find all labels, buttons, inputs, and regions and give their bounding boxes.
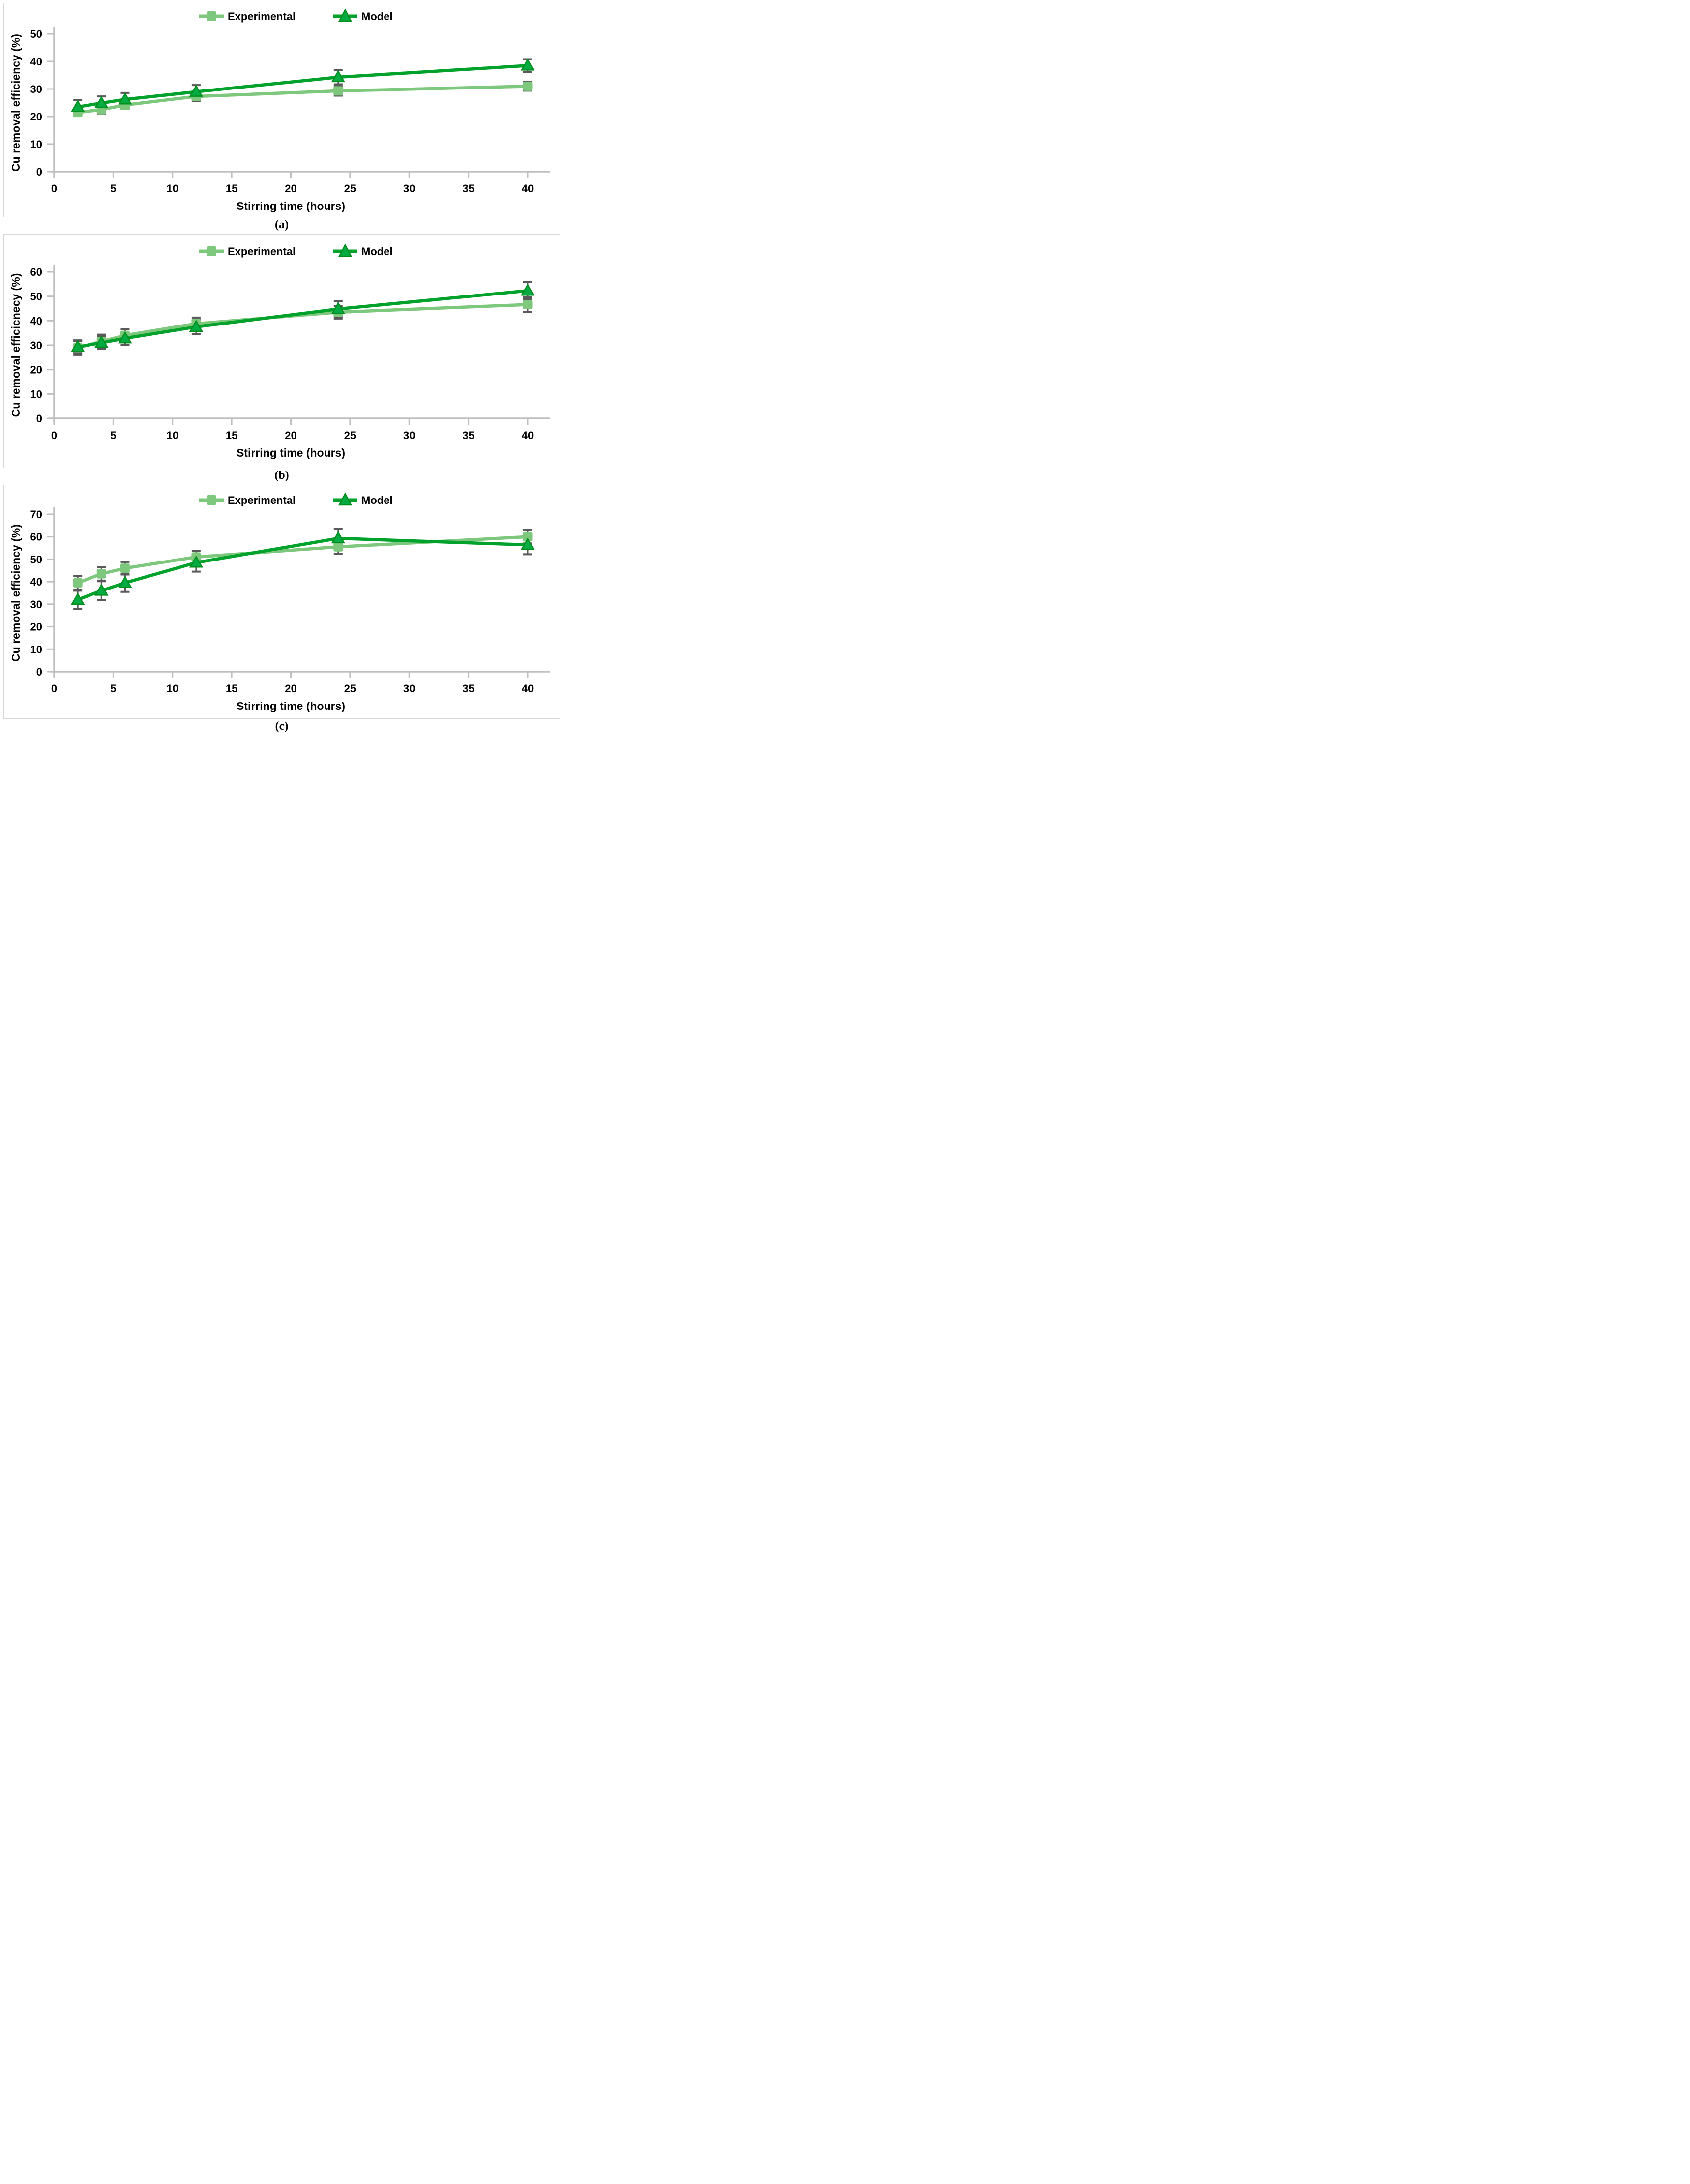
svg-text:30: 30 [30, 83, 42, 95]
panel-b: 0 10 20 30 40 50 60 0 5 10 15 20 25 30 35 40 Stirring ti… [3, 234, 560, 468]
svg-text:35: 35 [462, 182, 474, 195]
svg-text:10: 10 [167, 682, 178, 695]
svg-text:15: 15 [226, 682, 237, 695]
svg-text:0: 0 [51, 682, 57, 695]
svg-text:Stirring time (hours): Stirring time (hours) [237, 700, 345, 712]
caption-a: (a) [275, 218, 289, 231]
svg-text:50: 50 [30, 553, 42, 565]
svg-text:40: 40 [30, 315, 42, 327]
svg-text:40: 40 [522, 682, 534, 695]
svg-text:Experimental: Experimental [228, 494, 296, 506]
svg-text:30: 30 [403, 182, 415, 195]
svg-text:35: 35 [462, 429, 474, 442]
caption-b: (b) [274, 469, 289, 482]
svg-text:Cu removal efficiency (%): Cu removal efficiency (%) [9, 34, 22, 172]
svg-text:40: 40 [30, 576, 42, 588]
panel-a: 0 10 20 30 40 50 0 5 10 15 20 25 30 35 40 Stirring time… [3, 3, 560, 217]
svg-text:Experimental: Experimental [228, 10, 296, 23]
svg-text:70: 70 [30, 508, 42, 521]
svg-text:10: 10 [30, 388, 42, 400]
svg-text:0: 0 [51, 182, 57, 195]
svg-text:25: 25 [344, 182, 356, 195]
svg-text:Model: Model [361, 245, 393, 258]
svg-text:60: 60 [30, 531, 42, 543]
svg-text:10: 10 [30, 643, 42, 655]
panel-c: 0 10 20 30 40 50 60 70 0 5 10 15 20 25 30 35 40 Stirring … [3, 485, 560, 719]
svg-text:Cu removal efficiency (%): Cu removal efficiency (%) [9, 524, 22, 662]
svg-text:60: 60 [30, 266, 42, 278]
caption-c: (c) [275, 720, 289, 733]
svg-text:0: 0 [36, 413, 42, 425]
svg-text:5: 5 [110, 429, 116, 442]
svg-text:40: 40 [30, 56, 42, 68]
svg-text:20: 20 [285, 182, 296, 195]
svg-text:50: 50 [30, 28, 42, 40]
svg-text:Model: Model [361, 494, 393, 506]
svg-text:10: 10 [167, 429, 178, 442]
svg-text:5: 5 [110, 182, 116, 195]
svg-text:20: 20 [30, 364, 42, 376]
svg-text:Model: Model [361, 10, 393, 23]
svg-text:15: 15 [226, 182, 237, 195]
svg-text:10: 10 [30, 138, 42, 150]
svg-text:25: 25 [344, 682, 356, 695]
chart-b-canvas: 0 10 20 30 40 50 60 0 5 10 15 20 25 30 35 40 Stirring ti… [9, 243, 550, 459]
svg-text:25: 25 [344, 429, 356, 442]
svg-text:40: 40 [522, 429, 534, 442]
svg-text:Experimental: Experimental [228, 245, 296, 258]
svg-text:20: 20 [285, 682, 296, 695]
svg-text:15: 15 [226, 429, 237, 442]
chart-a-canvas: 0 10 20 30 40 50 0 5 10 15 20 25 30 35 40 Stirring time… [9, 8, 550, 212]
svg-text:Stirring time (hours): Stirring time (hours) [237, 446, 345, 459]
svg-text:10: 10 [167, 182, 178, 195]
svg-text:0: 0 [51, 429, 57, 442]
svg-text:5: 5 [110, 682, 116, 695]
svg-text:40: 40 [522, 182, 534, 195]
svg-text:20: 20 [30, 621, 42, 633]
svg-text:30: 30 [30, 598, 42, 611]
svg-text:Cu removal efficicnecy (%): Cu removal efficicnecy (%) [9, 273, 22, 417]
svg-text:Stirring time (hours): Stirring time (hours) [237, 200, 345, 212]
svg-text:50: 50 [30, 291, 42, 303]
figure: 0 10 20 30 40 50 0 5 10 15 20 25 30 35 40 Stirring time… [0, 0, 563, 738]
chart-c-canvas: 0 10 20 30 40 50 60 70 0 5 10 15 20 25 30 35 40 Stirring … [9, 492, 550, 712]
svg-text:30: 30 [403, 429, 415, 442]
svg-text:0: 0 [36, 166, 42, 178]
svg-text:0: 0 [36, 666, 42, 678]
svg-text:30: 30 [30, 339, 42, 352]
svg-text:35: 35 [462, 682, 474, 695]
svg-text:30: 30 [403, 682, 415, 695]
svg-text:20: 20 [30, 111, 42, 123]
svg-text:20: 20 [285, 429, 296, 442]
